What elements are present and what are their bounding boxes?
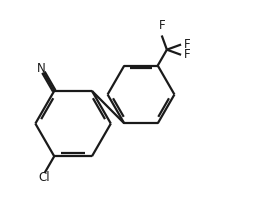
Text: F: F: [158, 19, 165, 32]
Text: F: F: [184, 48, 191, 61]
Text: F: F: [184, 38, 191, 51]
Text: Cl: Cl: [38, 171, 50, 184]
Text: N: N: [37, 62, 46, 75]
